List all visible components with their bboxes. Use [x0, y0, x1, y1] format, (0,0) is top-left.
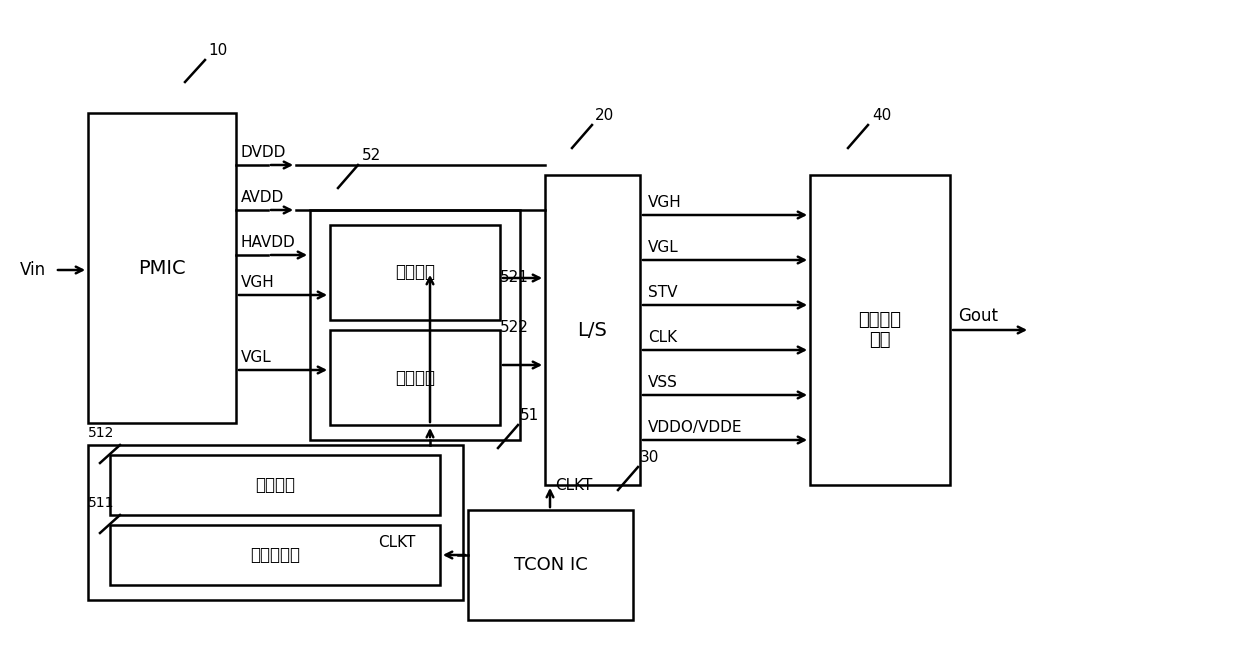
Text: 512: 512 [88, 426, 114, 440]
Text: 栅极驱动
电路: 栅极驱动 电路 [859, 311, 902, 350]
Text: VGL: VGL [242, 350, 271, 365]
Text: 模数转换器: 模数转换器 [250, 546, 300, 564]
Text: AVDD: AVDD [242, 190, 284, 205]
Text: 511: 511 [88, 496, 114, 510]
Bar [310, 210, 520, 440]
Text: 第二开关: 第二开关 [395, 369, 435, 386]
Text: HAVDD: HAVDD [242, 235, 296, 250]
Text: 52: 52 [362, 148, 382, 163]
Text: STV: STV [648, 285, 678, 300]
Text: Gout: Gout [958, 307, 997, 325]
Text: VGH: VGH [242, 275, 275, 290]
Text: CLKT: CLKT [378, 535, 415, 550]
Text: 522: 522 [501, 321, 529, 336]
Bar [330, 330, 501, 425]
Text: CLK: CLK [648, 330, 678, 345]
Bar [468, 510, 633, 620]
Text: 第一开关: 第一开关 [395, 263, 435, 281]
Text: 521: 521 [501, 271, 529, 286]
Text: CLKT: CLKT [555, 478, 592, 493]
Text: TCON IC: TCON IC [514, 556, 587, 574]
Bar [110, 455, 440, 515]
Bar [88, 113, 235, 423]
Text: 处理器件: 处理器件 [255, 476, 295, 494]
Text: PMIC: PMIC [139, 258, 186, 277]
Bar [110, 525, 440, 585]
Text: 10: 10 [208, 43, 227, 58]
Text: 51: 51 [520, 408, 539, 423]
Text: Vin: Vin [20, 261, 46, 279]
Bar [545, 175, 641, 485]
Text: DVDD: DVDD [242, 145, 286, 160]
Text: VSS: VSS [648, 375, 678, 390]
Text: VGH: VGH [648, 195, 681, 210]
Text: VDDO/VDDE: VDDO/VDDE [648, 420, 742, 435]
Bar [810, 175, 950, 485]
Text: 40: 40 [872, 108, 891, 123]
Text: 30: 30 [641, 450, 659, 465]
Text: L/S: L/S [577, 321, 607, 340]
Bar [330, 225, 501, 320]
Bar [88, 445, 463, 600]
Text: VGL: VGL [648, 240, 679, 255]
Text: 20: 20 [595, 108, 615, 123]
